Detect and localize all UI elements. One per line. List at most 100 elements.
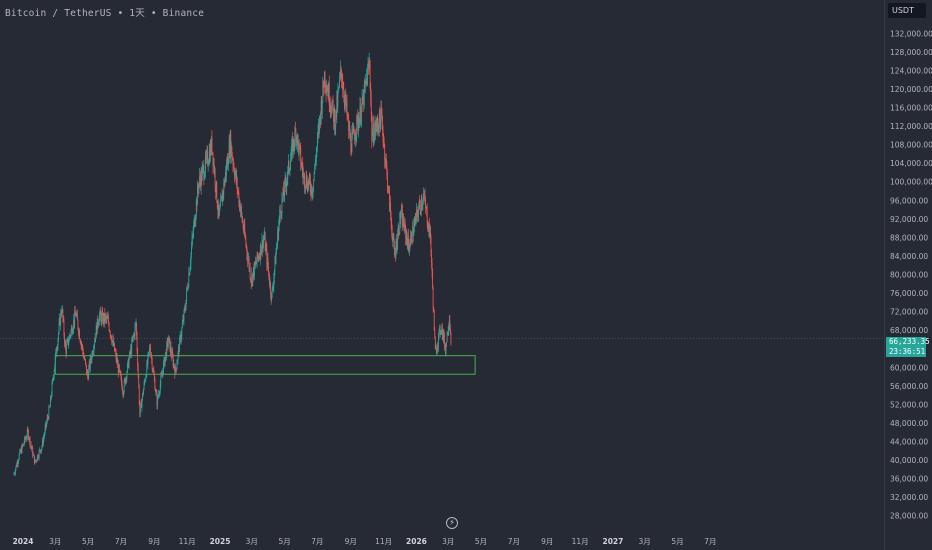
y-tick-label: 56,000.00: [890, 382, 928, 391]
candle-body: [36, 459, 37, 461]
candle-body: [177, 360, 178, 365]
symbol-title[interactable]: Bitcoin / TetherUS • 1天 • Binance: [5, 8, 205, 19]
candle-body: [363, 83, 365, 106]
candle-body: [28, 438, 30, 440]
candle-body: [312, 194, 313, 196]
candle-body: [418, 209, 420, 218]
candle-body: [32, 447, 34, 456]
candle-body: [285, 179, 287, 185]
last-price-tag: 66,233.35 23:36:51: [886, 337, 930, 357]
candle-body: [131, 340, 133, 342]
candle-body: [274, 257, 276, 271]
candle-body: [33, 454, 35, 456]
candle-body: [44, 433, 45, 436]
currency-badge[interactable]: USDT: [888, 3, 926, 18]
candle-body: [402, 217, 404, 227]
candle-body: [132, 336, 134, 341]
candle-body: [168, 337, 170, 341]
candle-body: [209, 151, 211, 161]
candle-body: [270, 282, 271, 295]
candle-body: [333, 107, 334, 122]
candle-body: [186, 289, 188, 300]
candle-body: [324, 72, 325, 87]
candle-body: [244, 225, 246, 236]
candle-body: [158, 393, 160, 395]
candle-body: [348, 117, 350, 131]
candle-body: [370, 87, 372, 100]
candle-body: [115, 352, 117, 360]
candle-body: [403, 226, 405, 231]
candle-body: [284, 180, 285, 197]
candle-body: [200, 171, 202, 188]
candle-body: [278, 225, 280, 239]
candle-body: [67, 338, 69, 341]
candle-body: [54, 355, 56, 365]
candle-body: [66, 340, 68, 345]
candle-body: [61, 311, 63, 315]
candle-body: [260, 245, 262, 255]
candle-body: [17, 462, 19, 465]
candle-body: [242, 222, 244, 229]
candle-body: [327, 90, 329, 99]
candle-body: [47, 417, 49, 419]
candle-body: [165, 352, 167, 358]
candle-body: [61, 309, 63, 312]
candle-body: [185, 309, 186, 311]
candle-body: [87, 376, 89, 379]
candle-body: [271, 293, 273, 300]
candle-body: [143, 389, 144, 395]
candle-body: [279, 209, 281, 219]
candle-body: [78, 328, 79, 334]
candle-body: [193, 224, 195, 234]
candle-body: [102, 311, 104, 323]
candle-body: [268, 267, 269, 272]
candle-body: [87, 371, 88, 377]
candle-body: [163, 358, 165, 364]
candle-body: [13, 473, 15, 475]
candle-body: [214, 170, 216, 187]
candle-body: [151, 356, 153, 360]
candle-body: [153, 374, 155, 380]
candle-body: [72, 332, 73, 334]
x-tick-label: 3月: [49, 537, 61, 546]
x-tick-label: 11月: [572, 537, 589, 546]
candle-body: [375, 123, 376, 132]
candle-body: [156, 394, 158, 406]
x-tick-label: 2027: [602, 537, 623, 546]
candle-body: [79, 338, 81, 342]
candle-body: [242, 220, 244, 223]
x-tick-label: 11月: [179, 537, 196, 546]
candle-body: [288, 161, 290, 172]
candle-body: [100, 314, 102, 323]
candle-body: [347, 116, 349, 118]
candle-body: [444, 346, 446, 348]
candle-body: [299, 144, 301, 146]
y-tick-label: 48,000.00: [890, 419, 928, 428]
candle-body: [250, 280, 252, 284]
candle-body: [240, 210, 241, 212]
candle-body: [439, 327, 441, 335]
candle-body: [399, 213, 401, 222]
candle-body: [298, 144, 300, 154]
candle-body: [370, 99, 372, 114]
x-tick-label: 5月: [82, 537, 94, 546]
candle-body: [300, 148, 302, 165]
lightning-icon[interactable]: ⚡: [446, 517, 458, 529]
candle-body: [46, 417, 48, 422]
candle-body: [248, 258, 250, 269]
candle-body: [140, 402, 142, 407]
candle-body: [73, 319, 75, 325]
candle-body: [72, 328, 74, 333]
candle-body: [388, 187, 389, 191]
candle-body: [37, 455, 39, 458]
candle-body: [447, 332, 449, 335]
candle-body: [408, 244, 410, 253]
candle-body: [394, 252, 396, 256]
candle-body: [419, 201, 421, 205]
candle-body: [342, 83, 344, 90]
candle-body: [142, 393, 143, 400]
candle-body: [38, 450, 40, 458]
candle-body: [163, 363, 164, 374]
